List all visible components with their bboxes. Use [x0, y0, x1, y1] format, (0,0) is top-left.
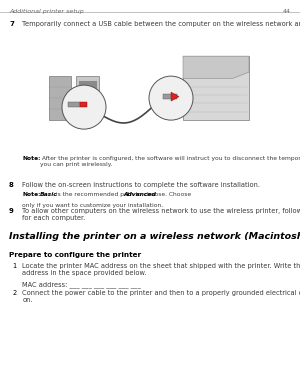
FancyBboxPatch shape	[79, 81, 97, 108]
Text: Note:: Note:	[22, 156, 41, 161]
Text: Note:: Note:	[22, 192, 41, 197]
FancyBboxPatch shape	[183, 56, 249, 120]
Text: 8: 8	[9, 182, 14, 187]
Text: 44: 44	[283, 9, 291, 14]
Text: Follow the on‑screen instructions to complete the software installation.: Follow the on‑screen instructions to com…	[22, 182, 260, 187]
Circle shape	[62, 85, 106, 129]
Text: Temporarily connect a USB cable between the computer on the wireless network and: Temporarily connect a USB cable between …	[22, 21, 300, 27]
Text: 7: 7	[9, 21, 14, 27]
FancyBboxPatch shape	[163, 94, 177, 99]
Text: 2: 2	[13, 290, 17, 296]
Text: Basic: Basic	[40, 192, 57, 197]
Text: 1: 1	[13, 263, 17, 269]
Text: is the recommended path to choose. Choose: is the recommended path to choose. Choos…	[53, 192, 193, 197]
FancyBboxPatch shape	[76, 76, 99, 113]
Text: MAC address: ___ ___ ___ ___ ___ ___: MAC address: ___ ___ ___ ___ ___ ___	[22, 281, 141, 288]
FancyBboxPatch shape	[80, 102, 87, 107]
Text: Additional printer setup: Additional printer setup	[9, 9, 84, 14]
Text: only if you want to customize your installation.: only if you want to customize your insta…	[22, 203, 164, 208]
Circle shape	[149, 76, 193, 120]
Text: Installing the printer on a wireless network (Macintosh): Installing the printer on a wireless net…	[9, 232, 300, 241]
FancyBboxPatch shape	[49, 76, 71, 120]
Polygon shape	[183, 56, 249, 78]
Text: Advanced: Advanced	[124, 192, 156, 197]
Text: Connect the power cable to the printer and then to a properly grounded electrica: Connect the power cable to the printer a…	[22, 290, 300, 303]
Text: To allow other computers on the wireless network to use the wireless printer, fo: To allow other computers on the wireless…	[22, 208, 300, 221]
Text: After the printer is configured, the software will instruct you to disconnect th: After the printer is configured, the sof…	[40, 156, 300, 167]
Text: Prepare to configure the printer: Prepare to configure the printer	[9, 252, 141, 258]
FancyBboxPatch shape	[68, 102, 80, 107]
Text: 9: 9	[9, 208, 14, 213]
Polygon shape	[171, 92, 179, 101]
Text: Locate the printer MAC address on the sheet that shipped with the printer. Write: Locate the printer MAC address on the sh…	[22, 263, 300, 276]
